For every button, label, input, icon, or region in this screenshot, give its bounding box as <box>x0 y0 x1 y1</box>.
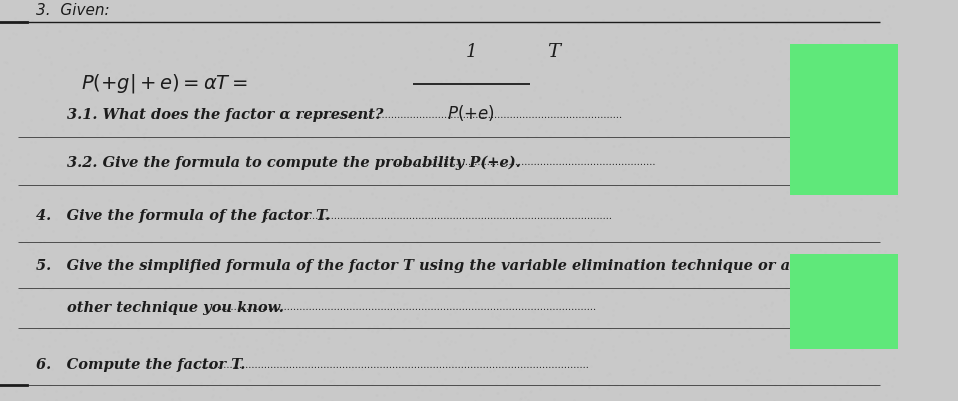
Bar <box>789 254 898 349</box>
Text: $P(+g|+e) = \alpha T = $: $P(+g|+e) = \alpha T = $ <box>80 72 248 95</box>
Text: other technique you know.: other technique you know. <box>67 301 285 315</box>
Text: $P(+e)$: $P(+e)$ <box>447 103 495 124</box>
Text: 3.2. Give the formula to compute the probability P(+e).: 3.2. Give the formula to compute the pro… <box>67 156 521 170</box>
Text: 5.   Give the simplified formula of the factor T using the variable elimination : 5. Give the simplified formula of the fa… <box>35 259 810 273</box>
Bar <box>789 44 898 194</box>
Text: ................................................................................: ........................................… <box>193 361 589 370</box>
Text: 3.1. What does the factor α represent?: 3.1. What does the factor α represent? <box>67 108 384 122</box>
Text: ................................................................................: ........................................… <box>294 111 622 120</box>
Text: 6.   Compute the factor T.: 6. Compute the factor T. <box>35 358 245 372</box>
Text: ................................................................................: ........................................… <box>262 212 612 221</box>
Text: 3.  Given:: 3. Given: <box>35 3 109 18</box>
Text: 1: 1 <box>466 43 477 61</box>
Text: 4.   Give the formula of the factor T.: 4. Give the formula of the factor T. <box>35 209 331 223</box>
Text: ................................................................................: ........................................… <box>393 158 655 167</box>
Text: T: T <box>547 43 560 61</box>
Text: ................................................................................: ........................................… <box>217 303 596 312</box>
